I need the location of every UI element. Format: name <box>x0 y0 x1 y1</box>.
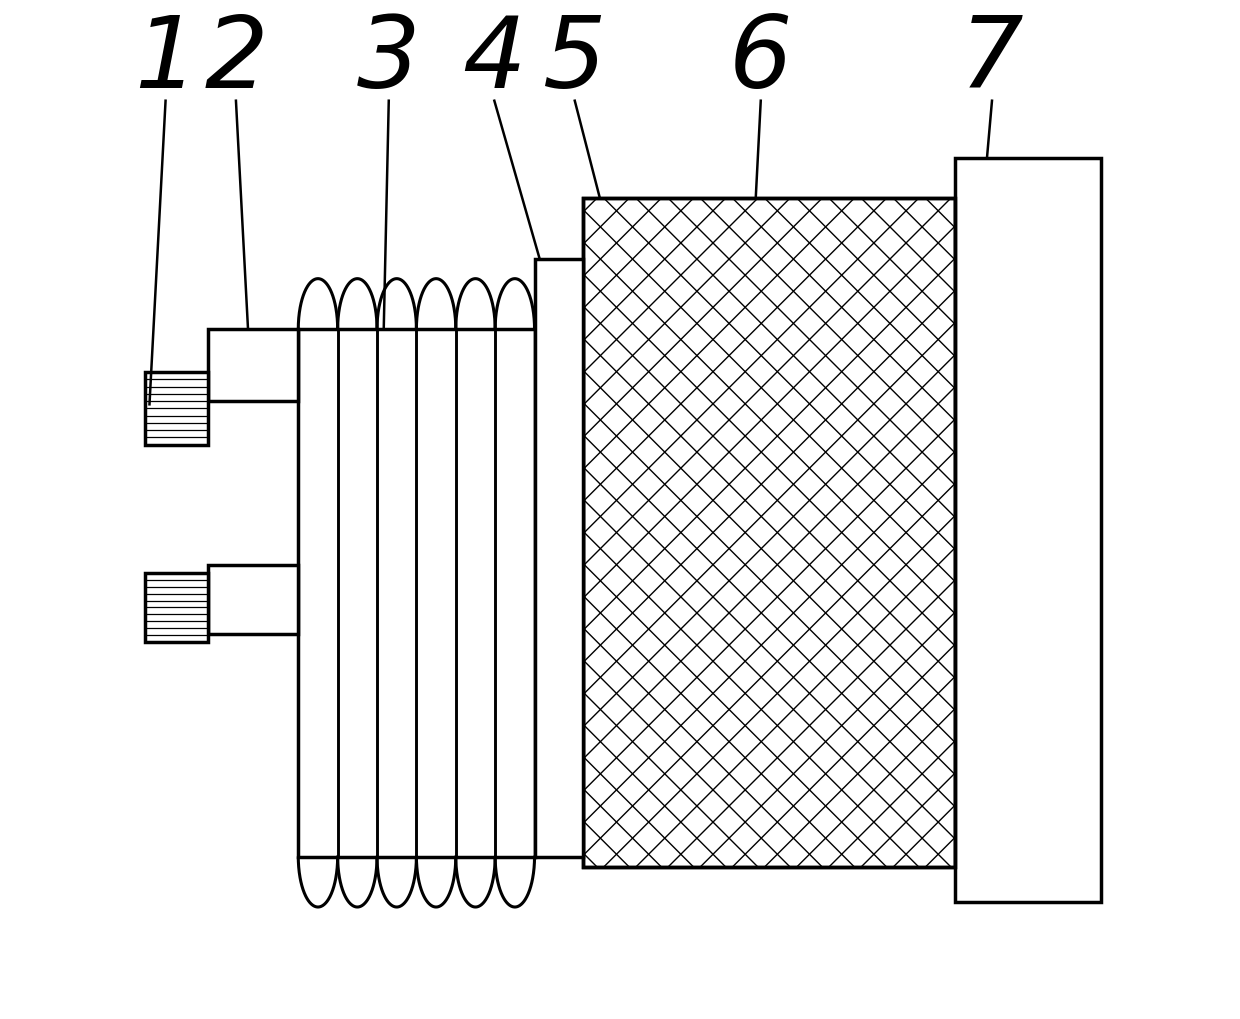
Text: 4: 4 <box>463 12 526 109</box>
Text: 3: 3 <box>357 12 420 109</box>
Text: 6: 6 <box>729 12 792 109</box>
Bar <box>583 199 955 867</box>
Bar <box>534 259 583 857</box>
Bar <box>145 372 208 444</box>
Bar <box>299 329 534 857</box>
Bar <box>583 199 955 867</box>
Bar <box>145 574 208 642</box>
Text: 1: 1 <box>134 12 197 109</box>
Bar <box>208 329 299 401</box>
Bar <box>208 566 299 634</box>
Text: 5: 5 <box>543 12 606 109</box>
Text: 7: 7 <box>960 12 1024 109</box>
Bar <box>955 158 1101 902</box>
Text: 2: 2 <box>205 12 268 109</box>
